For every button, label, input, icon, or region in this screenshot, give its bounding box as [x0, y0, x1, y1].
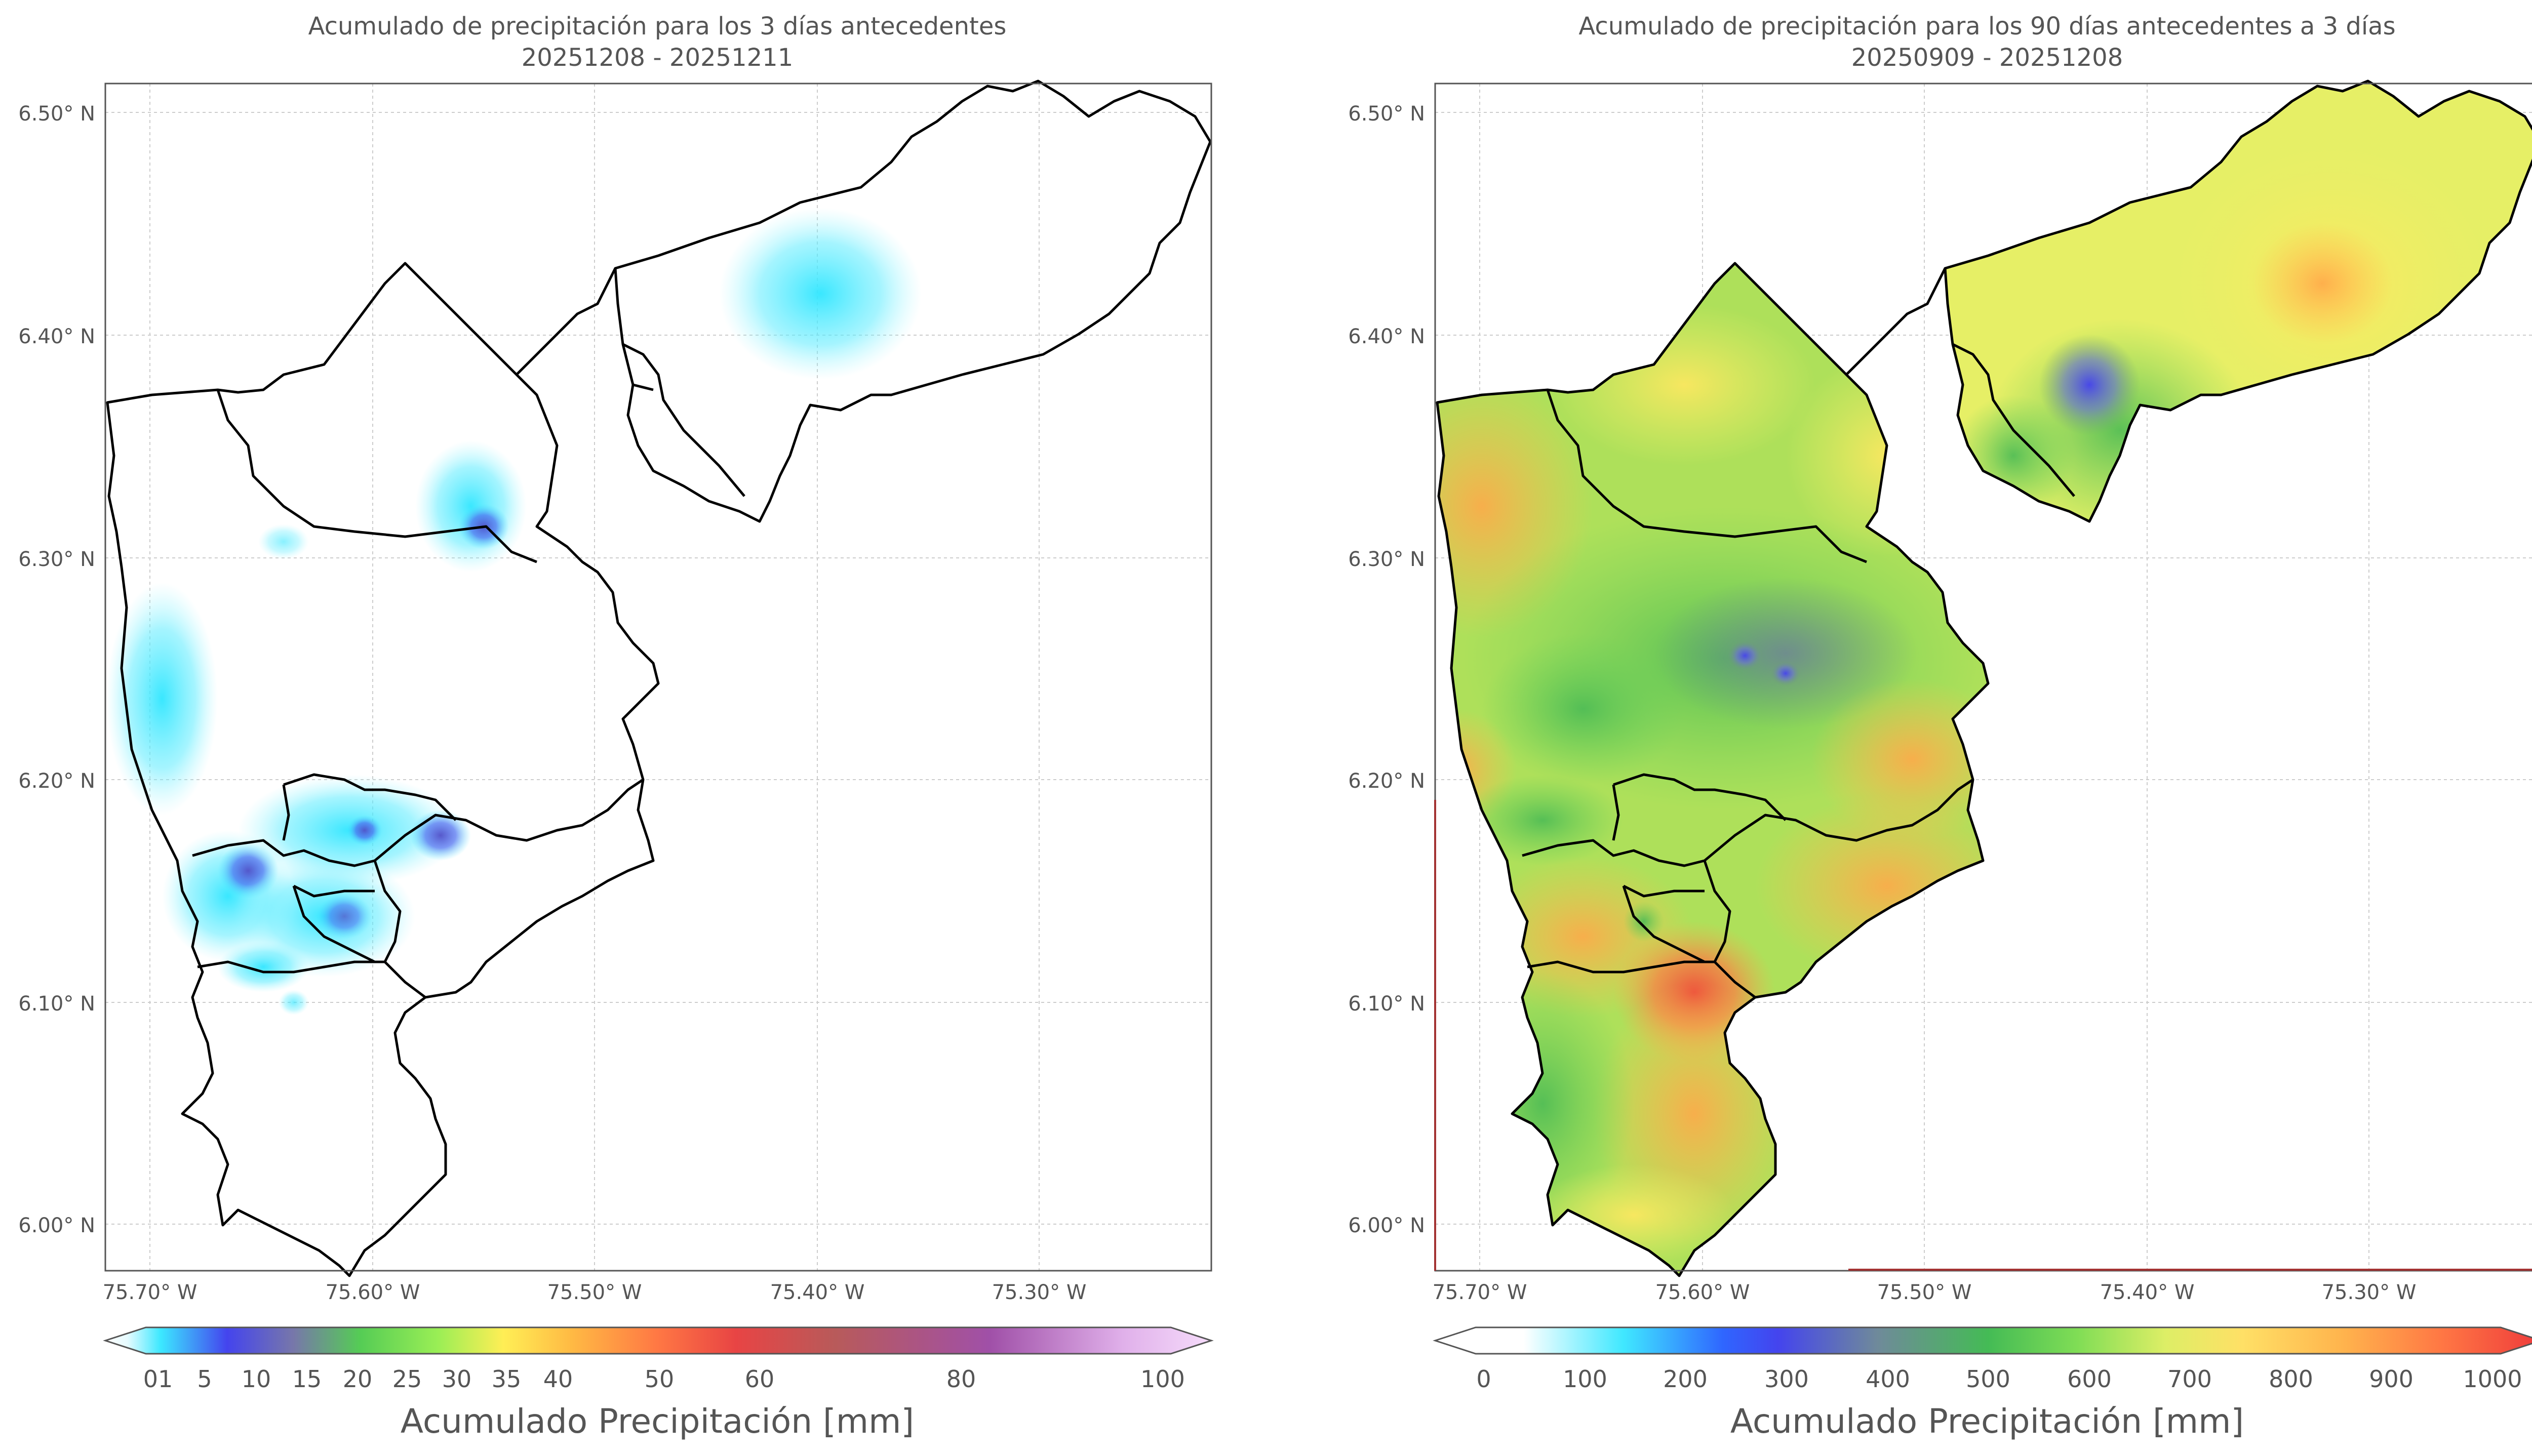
lon-label: 75.60° W — [326, 1281, 420, 1304]
right-lat-labels: 6.50° N 6.40° N 6.30° N 6.20° N 6.10° N … — [1348, 102, 1425, 1237]
left-colorbar-label: Acumulado Precipitación [mm] — [401, 1402, 914, 1441]
lat-label: 6.40° N — [18, 325, 95, 348]
left-map-frame — [104, 83, 1212, 1272]
colorbar-tick: 400 — [1866, 1365, 1910, 1393]
right-colorbar-label: Acumulado Precipitación [mm] — [1730, 1402, 2244, 1441]
colorbar-tick: 900 — [2369, 1365, 2414, 1393]
lon-label: 75.40° W — [770, 1281, 865, 1304]
colorbar-tick: 15 — [292, 1365, 322, 1393]
lat-label: 6.10° N — [1348, 992, 1425, 1016]
right-boundaries — [1437, 81, 2532, 1276]
colorbar-tick: 40 — [543, 1365, 573, 1393]
lat-label: 6.00° N — [1348, 1214, 1425, 1237]
left-title-line1: Acumulado de precipitación para los 3 dí… — [308, 12, 1007, 41]
colorbar-tick: 700 — [2167, 1365, 2212, 1393]
right-lon-labels: 75.70° W 75.60° W 75.50° W 75.40° W 75.3… — [1433, 1281, 2417, 1304]
colorbar-tick: 100 — [1563, 1365, 1607, 1393]
colorbar-tick: 01 — [143, 1365, 173, 1393]
colorbar-tick: 10 — [242, 1365, 271, 1393]
lon-label: 75.40° W — [2100, 1281, 2195, 1304]
colorbar-tick: 30 — [442, 1365, 472, 1393]
lon-label: 75.70° W — [1433, 1281, 1527, 1304]
colorbar-tick: 25 — [392, 1365, 422, 1393]
colorbar-tick: 100 — [1140, 1365, 1185, 1393]
left-lon-labels: 75.70° W 75.60° W 75.50° W 75.40° W 75.3… — [103, 1281, 1087, 1304]
left-boundaries — [107, 81, 1210, 1276]
left-gridlines — [105, 84, 1211, 1271]
colorbar-tick: 1000 — [2463, 1365, 2522, 1393]
lat-label: 6.40° N — [1348, 325, 1425, 348]
lat-label: 6.00° N — [18, 1214, 95, 1237]
panel-left: Acumulado de precipitación para los 3 dí… — [18, 12, 1214, 1441]
right-title-line1: Acumulado de precipitación para los 90 d… — [1578, 12, 2395, 41]
colorbar-tick: 200 — [1663, 1365, 1708, 1393]
colorbar-tick: 80 — [946, 1365, 976, 1393]
lat-label: 6.50° N — [18, 102, 95, 126]
colorbar-tick: 60 — [745, 1365, 775, 1393]
lon-label: 75.30° W — [992, 1281, 1087, 1304]
lat-label: 6.20° N — [18, 770, 95, 793]
colorbar-tick: 50 — [645, 1365, 675, 1393]
lat-label: 6.10° N — [18, 992, 95, 1016]
lat-label: 6.50° N — [1348, 102, 1425, 126]
lon-label: 75.30° W — [2322, 1281, 2417, 1304]
colorbar-tick: 5 — [197, 1365, 212, 1393]
colorbar-tick: 300 — [1764, 1365, 1809, 1393]
lon-label: 75.60° W — [1655, 1281, 1750, 1304]
colorbar-tick: 600 — [2067, 1365, 2112, 1393]
lon-label: 75.50° W — [1877, 1281, 1972, 1304]
left-lat-labels: 6.50° N 6.40° N 6.30° N 6.20° N 6.10° N … — [18, 102, 95, 1237]
colorbar-tick: 0 — [1476, 1365, 1491, 1393]
panel-right: Acumulado de precipitación para los 90 d… — [1348, 12, 2532, 1441]
right-precip-field — [1437, 81, 2532, 1276]
left-colorbar: 01 5 10 15 20 25 30 35 40 50 60 80 100 A… — [103, 1326, 1214, 1441]
lat-label: 6.30° N — [18, 548, 95, 571]
lat-label: 6.30° N — [1348, 548, 1425, 571]
lat-label: 6.20° N — [1348, 770, 1425, 793]
lon-label: 75.50° W — [547, 1281, 642, 1304]
colorbar-tick: 500 — [1966, 1365, 2010, 1393]
right-colorbar: 0 100 200 300 400 500 600 700 800 900 10… — [1433, 1326, 2532, 1441]
left-title-line2: 20251208 - 20251211 — [522, 44, 793, 72]
left-precip-field — [106, 208, 922, 1015]
lon-label: 75.70° W — [103, 1281, 197, 1304]
right-title-line2: 20250909 - 20251208 — [1851, 44, 2123, 72]
colorbar-tick: 800 — [2269, 1365, 2313, 1393]
colorbar-tick: 20 — [343, 1365, 373, 1393]
colorbar-tick: 35 — [492, 1365, 522, 1393]
